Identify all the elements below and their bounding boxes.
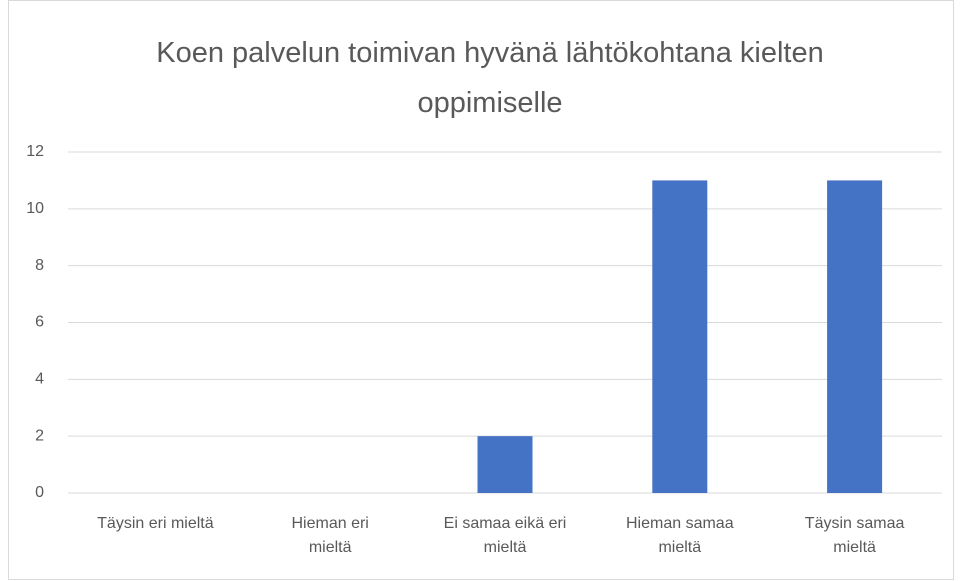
y-tick-label: 8 (35, 257, 44, 274)
x-tick-label: Hieman eri mieltä (291, 515, 369, 556)
y-tick-label: 6 (35, 314, 44, 331)
y-tick-label: 2 (35, 427, 44, 444)
chart-border (8, 0, 954, 580)
y-tick-label: 10 (26, 200, 44, 217)
y-tick-label: 12 (26, 143, 44, 160)
x-tick-label: Ei samaa eikä eri mieltä (443, 515, 567, 556)
x-tick-label: Täysin eri mieltä (97, 515, 214, 532)
y-tick-label: 4 (35, 371, 44, 388)
x-tick-label: Hieman samaa mieltä (625, 515, 734, 556)
x-tick-label: Täysin samaa mieltä (804, 515, 905, 556)
bar (477, 436, 533, 493)
chart-title: Koen palvelun toimivan hyvänä lähtökohta… (156, 37, 824, 119)
bar (652, 180, 708, 493)
bar (827, 180, 883, 493)
y-tick-label: 0 (35, 484, 44, 501)
